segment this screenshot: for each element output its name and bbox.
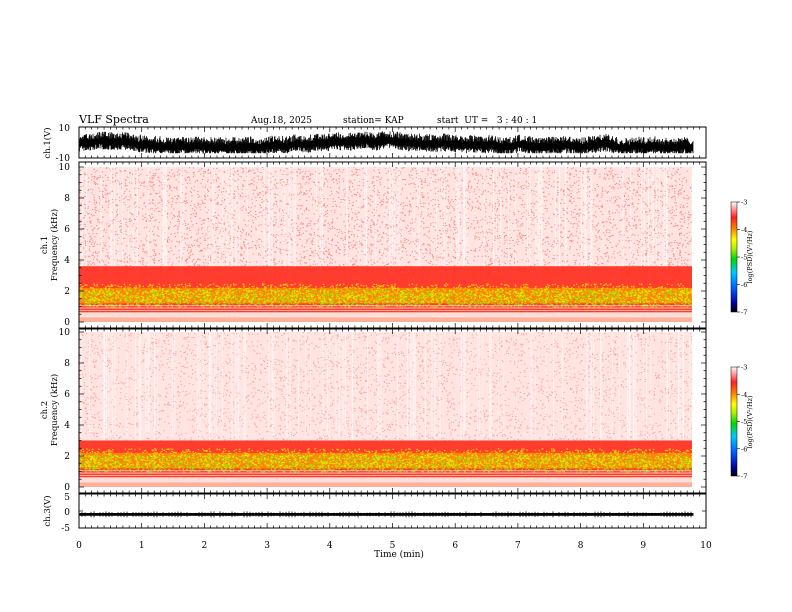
ch1-waveform-panel: 10 -10 ch.1(V): [42, 124, 707, 164]
time-tick-label: 2: [202, 541, 208, 551]
ch1-spectrogram-image: [79, 167, 692, 322]
ch2-spectrogram-ylabel-channel: ch.2: [40, 401, 50, 419]
freq-tick-label: 4: [64, 421, 70, 431]
spectrum-green-speckle: [79, 289, 692, 308]
ch2-spectrogram-image: [79, 332, 692, 487]
colorbar-tick-label: -4: [741, 391, 747, 399]
ch1-waveform-line: [78, 131, 694, 154]
ch1-spectrogram-ylabel-channel: ch.1: [40, 236, 50, 254]
freq-tick-label: 2: [64, 287, 70, 297]
ch1-spectrogram-panel: 0 2 4 6 8 10 ch.1 Frequency (kHz): [40, 161, 707, 329]
colorbar-tick-label: -5: [741, 254, 747, 262]
ch2-colorbar-ticks: -3 -4 -5 -6 -7: [737, 364, 747, 481]
ch1-colorbar-label: log(PSD)(V²/Hz): [746, 230, 754, 283]
ch3-trace: [78, 511, 694, 518]
ch1-waveform-ticks: [78, 127, 707, 158]
colorbar-tick-label: -7: [741, 473, 747, 481]
ch3-ytick-bottom: -5: [61, 524, 70, 534]
freq-tick-label: 6: [64, 390, 70, 400]
ch3-waveform-band: [79, 513, 694, 516]
time-tick-label: 4: [327, 541, 333, 551]
ch3-waveform-frame: [78, 493, 707, 529]
ch2-colorbar-gradient: [730, 366, 738, 477]
ch1-waveform-ylabel: ch.1(V): [42, 127, 53, 158]
spectrum-yellow-speckle: [79, 448, 692, 468]
ch1-trace: [78, 131, 694, 154]
colorbar-tick-label: -6: [741, 281, 747, 289]
time-tick-label: 7: [515, 541, 521, 551]
time-tick-label: 0: [76, 541, 82, 551]
freq-tick-label: 10: [59, 163, 71, 173]
ch1-colorbar: -3 -4 -5 -6 -7 log(PSD)(V²/Hz): [730, 199, 754, 317]
time-tick-label: 1: [139, 541, 145, 551]
colorbar-tick-label: -4: [741, 226, 747, 234]
ch2-freq-tick-labels: 0 2 4 6 8 10: [59, 328, 71, 493]
freq-tick-label: 0: [64, 318, 70, 328]
freq-tick-label: 8: [64, 194, 70, 204]
time-tick-label: 9: [640, 541, 646, 551]
ch3-waveform-panel: 5 0 -5 ch.3(V): [42, 493, 707, 534]
colorbar-tick-label: -3: [741, 199, 747, 207]
ch2-colorbar: -3 -4 -5 -6 -7 log(PSD)(V²/Hz): [730, 364, 754, 481]
ch1-freq-tick-labels: 0 2 4 6 8 10: [59, 163, 71, 328]
freq-tick-label: 10: [59, 328, 71, 338]
ch1-colorbar-gradient: [730, 201, 738, 313]
freq-tick-label: 2: [64, 452, 70, 462]
ch2-colorbar-label: log(PSD)(V²/Hz): [746, 395, 754, 448]
figure-title: VLF Spectra: [78, 113, 149, 126]
time-tick-label: 10: [700, 541, 712, 551]
header-station: station= KAP: [343, 116, 404, 126]
colorbar-tick-label: -3: [741, 364, 747, 372]
ch1-colorbar-ticks: -3 -4 -5 -6 -7: [737, 199, 747, 317]
time-tick-label: 5: [390, 541, 396, 551]
time-tick-label: 6: [452, 541, 458, 551]
time-tick-label: 8: [578, 541, 584, 551]
freq-tick-label: 6: [64, 225, 70, 235]
spectrum-bottom-band: [79, 482, 692, 487]
ch1-spectrogram-ticks: [78, 162, 707, 328]
ch2-spectrogram-ticks: [78, 329, 707, 493]
spectrum-yellow-speckle: [79, 283, 692, 303]
header-start-ut: start UT = 3 : 40 : 1: [437, 116, 537, 126]
colorbar-tick-label: -5: [741, 418, 747, 426]
ch2-spectrogram-panel: 0 2 4 6 8 10 ch.2 Frequency (kHz): [40, 328, 707, 494]
header-date: Aug.18, 2025: [250, 116, 312, 126]
ch3-waveform-ticks: [78, 493, 707, 529]
ch1-ytick-bottom: -10: [56, 154, 71, 164]
ch3-ytick-middle: 0: [64, 508, 70, 518]
ch3-ytick-top: 5: [64, 493, 70, 503]
ch3-waveform-ylabel: ch.3(V): [42, 495, 53, 526]
time-tick-label: 3: [264, 541, 270, 551]
ch1-spectrogram-ylabel-frequency: Frequency (kHz): [49, 209, 60, 281]
ch1-ytick-top: 10: [59, 124, 71, 134]
spectrum-green-speckle: [79, 454, 692, 473]
freq-tick-label: 8: [64, 359, 70, 369]
time-axis-tick-labels: 0 1 2 3 4 5 6 7 8 9 10: [76, 541, 712, 551]
colorbar-tick-label: -6: [741, 445, 747, 453]
ch2-spectrogram-ylabel-frequency: Frequency (kHz): [49, 374, 60, 446]
time-axis-label: Time (min): [374, 549, 424, 560]
colorbar-tick-label: -7: [741, 309, 747, 317]
freq-tick-label: 4: [64, 256, 70, 266]
freq-tick-label: 0: [64, 483, 70, 493]
spectrum-bottom-band: [79, 317, 692, 322]
